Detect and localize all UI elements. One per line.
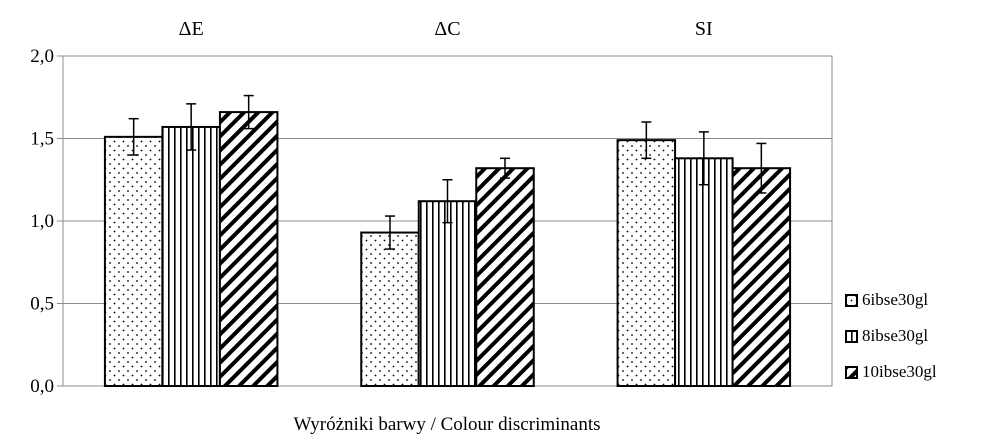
bar xyxy=(103,135,164,387)
y-tick-label: 0,5 xyxy=(30,294,54,315)
error-bar xyxy=(186,103,197,151)
category-labels: ΔE ΔC SI xyxy=(179,18,713,40)
y-tick-label: 0,0 xyxy=(30,376,54,397)
error-bar xyxy=(385,215,395,250)
error-bar xyxy=(442,179,453,224)
error-bar xyxy=(128,117,139,156)
bar xyxy=(475,167,535,387)
bar xyxy=(360,231,420,387)
legend-label: 6ibse30gl xyxy=(862,290,929,309)
bars xyxy=(103,111,792,387)
error-bar xyxy=(500,157,510,179)
legend: 6ibse30gl 8ibse30gl 10ibse30gl xyxy=(845,282,937,390)
bar xyxy=(161,125,221,387)
legend-label: 8ibse30gl xyxy=(862,326,929,345)
bar xyxy=(674,157,734,387)
y-tick-label: 1,5 xyxy=(30,129,54,150)
error-bar xyxy=(641,121,652,160)
category-label: ΔE xyxy=(179,18,204,40)
error-bar xyxy=(698,131,709,186)
legend-swatch xyxy=(845,293,858,307)
x-axis-label: Wyróżniki barwy / Colour discriminants xyxy=(293,414,600,435)
legend-item: 6ibse30gl xyxy=(845,282,937,318)
y-tick-label: 1,0 xyxy=(30,211,54,232)
bar xyxy=(616,139,677,387)
bar xyxy=(417,200,478,387)
legend-item: 8ibse30gl xyxy=(845,318,937,354)
legend-label: 10ibse30gl xyxy=(862,362,937,381)
bar xyxy=(731,167,792,387)
legend-swatch xyxy=(845,365,858,379)
y-axis-ticks: 0,0 0,5 1,0 1,5 2,0 xyxy=(30,46,63,397)
bar xyxy=(218,111,279,387)
legend-item: 10ibse30gl xyxy=(845,354,937,390)
category-label: SI xyxy=(695,18,713,40)
legend-swatch xyxy=(845,329,858,343)
y-tick-label: 2,0 xyxy=(30,46,54,67)
error-bars xyxy=(128,94,767,250)
error-bar xyxy=(243,94,254,130)
error-bar xyxy=(756,142,767,194)
category-label: ΔC xyxy=(434,18,460,40)
